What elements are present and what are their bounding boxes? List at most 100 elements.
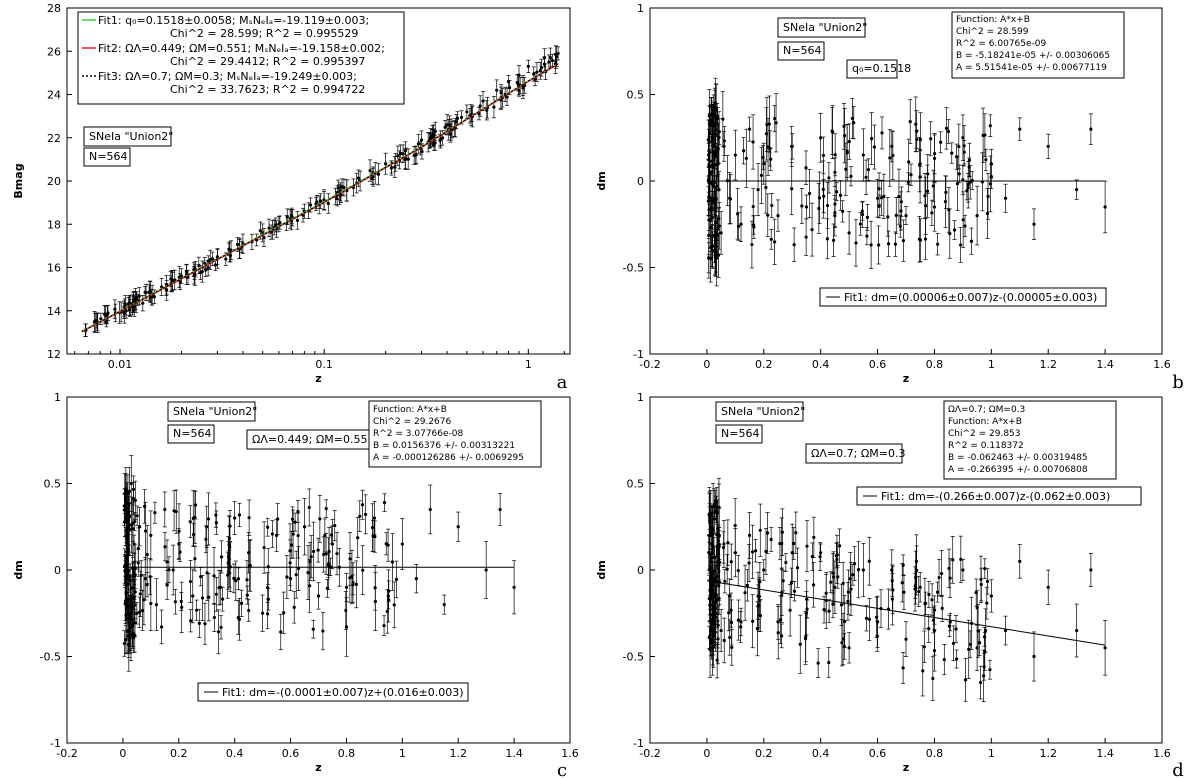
data-point xyxy=(764,132,769,136)
data-point xyxy=(295,218,300,222)
data-point xyxy=(285,575,289,579)
data-point xyxy=(921,669,925,673)
data-point xyxy=(841,637,845,641)
data-point xyxy=(197,263,201,268)
data-point xyxy=(899,209,903,213)
data-point xyxy=(297,566,301,571)
data-point xyxy=(918,162,922,167)
data-point xyxy=(333,523,337,528)
data-point xyxy=(776,214,780,218)
sample-label: SNeIa "Union2" xyxy=(783,21,867,34)
data-point xyxy=(348,557,352,561)
data-point xyxy=(1075,188,1079,192)
data-point xyxy=(939,140,943,144)
data-point xyxy=(978,680,983,685)
data-point xyxy=(1018,127,1022,131)
data-point xyxy=(1018,559,1022,563)
data-point xyxy=(276,517,280,521)
data-point xyxy=(781,579,785,583)
data-point xyxy=(733,523,737,528)
data-point xyxy=(838,193,843,198)
x-axis-title: z xyxy=(903,761,909,774)
data-point xyxy=(935,590,940,594)
panel-letter: b xyxy=(1172,372,1184,393)
x-tick-label: 1.6 xyxy=(1153,747,1171,760)
data-point xyxy=(807,191,812,196)
data-point xyxy=(923,601,927,606)
data-point xyxy=(266,525,270,529)
y-tick-label: 1 xyxy=(637,2,644,15)
x-tick-label: -0.2 xyxy=(639,358,660,371)
data-point xyxy=(167,568,171,572)
count-label: N=564 xyxy=(173,427,211,440)
data-point xyxy=(827,609,831,613)
data-point xyxy=(133,633,137,637)
y-tick-label: 16 xyxy=(47,262,61,275)
data-point xyxy=(132,572,136,576)
y-tick-label: 24 xyxy=(47,89,61,102)
data-point xyxy=(106,311,110,315)
data-point xyxy=(387,589,391,593)
data-point xyxy=(830,129,834,133)
data-point xyxy=(967,647,971,652)
data-point xyxy=(327,549,331,554)
data-point xyxy=(714,108,718,112)
sample-label: SNeIa "Union2" xyxy=(721,405,805,418)
data-point xyxy=(942,657,946,662)
y-tick-label: -0.5 xyxy=(623,262,644,275)
x-tick-label: 0.4 xyxy=(812,358,830,371)
data-point xyxy=(831,571,835,575)
data-point xyxy=(316,548,320,552)
data-point xyxy=(214,513,218,517)
data-point xyxy=(923,237,928,241)
legend-line2: Chi^2 = 28.599; R^2 = 0.995529 xyxy=(170,27,358,40)
data-point xyxy=(131,487,136,492)
data-point xyxy=(877,204,881,208)
legend-line1: Fit3: ΩΛ=0.7; ΩM=0.3; MₛNₑIₐ=-19.249±0.0… xyxy=(98,70,357,83)
data-point xyxy=(754,549,758,553)
data-point xyxy=(716,114,720,119)
data-point xyxy=(290,517,295,521)
data-point xyxy=(428,507,432,512)
y-tick-label: 18 xyxy=(47,218,61,231)
data-point xyxy=(311,627,315,631)
x-tick-label: 1.2 xyxy=(449,747,467,760)
data-point xyxy=(817,206,821,211)
data-point xyxy=(261,611,265,615)
data-point xyxy=(443,125,447,129)
x-tick-label: 0.1 xyxy=(315,358,333,371)
data-point xyxy=(219,555,224,559)
data-point xyxy=(484,568,488,572)
data-point xyxy=(382,501,387,505)
data-point xyxy=(924,204,928,208)
x-tick-label: 1.2 xyxy=(1039,358,1057,371)
data-point xyxy=(396,154,400,158)
stats-line: B = -0.062463 +/- 0.00319485 xyxy=(948,453,1088,463)
y-tick-label: 20 xyxy=(47,175,61,188)
data-point xyxy=(236,615,240,620)
data-point xyxy=(1032,222,1036,226)
data-point xyxy=(937,575,941,580)
data-point xyxy=(825,203,830,208)
data-point xyxy=(212,615,216,620)
data-point xyxy=(714,555,718,559)
data-point xyxy=(915,568,919,573)
panel-c: -0.2 0 0.2 0.4 0.6 0.8 1 1.2 1.4 1.6 -1 -0.5 0 0.5 1 z d… xyxy=(12,391,579,778)
data-point xyxy=(958,243,963,247)
y-tick-label: 0 xyxy=(637,564,644,577)
data-point xyxy=(792,243,796,247)
data-point xyxy=(138,592,142,596)
data-point xyxy=(819,551,823,555)
data-point xyxy=(399,151,403,156)
sample-label-box xyxy=(777,17,866,38)
fit-line-fit2 xyxy=(81,63,559,333)
data-point xyxy=(354,582,358,586)
data-point xyxy=(492,105,496,109)
data-point xyxy=(839,603,844,607)
data-point xyxy=(709,531,714,535)
data-point xyxy=(951,558,955,562)
data-point xyxy=(455,116,460,120)
data-point xyxy=(707,208,711,212)
data-point xyxy=(818,555,822,559)
fit-line xyxy=(706,580,1106,646)
